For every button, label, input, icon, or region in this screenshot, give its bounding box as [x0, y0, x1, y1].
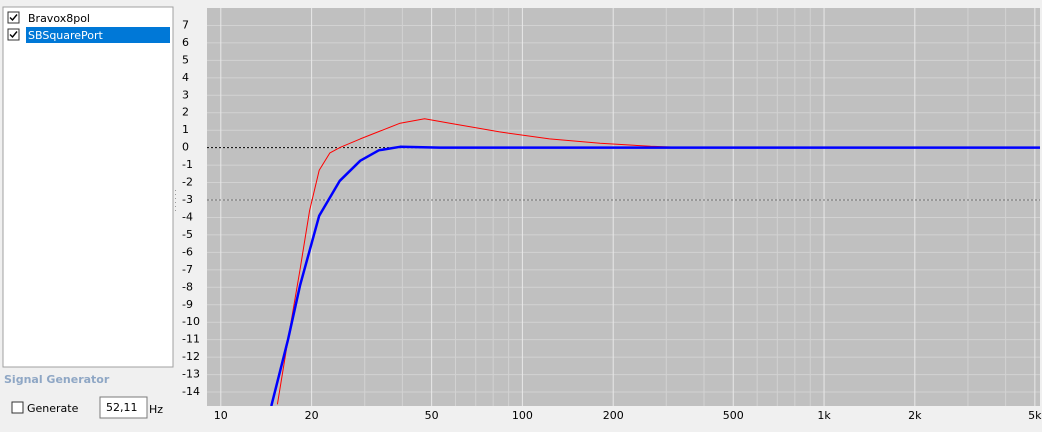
checkbox-label: Generate — [27, 402, 79, 415]
y-tick-label: 6 — [182, 36, 189, 49]
y-tick-label: -1 — [182, 158, 193, 171]
item-checkbox[interactable] — [7, 28, 20, 41]
y-tick-label: -13 — [182, 368, 200, 381]
x-tick-label: 5k — [1028, 409, 1042, 422]
y-tick-label: -10 — [182, 315, 200, 328]
y-tick-label: 4 — [182, 71, 189, 84]
x-tick-label: 50 — [425, 409, 439, 422]
x-tick-label: 10 — [214, 409, 228, 422]
x-tick-label: 2k — [908, 409, 922, 422]
item-label[interactable]: SBSquarePort — [28, 29, 104, 42]
x-tick-label: 500 — [723, 409, 744, 422]
y-tick-label: -8 — [182, 280, 193, 293]
y-tick-label: -9 — [182, 298, 193, 311]
y-tick-label: 1 — [182, 123, 189, 136]
frequency-input[interactable] — [99, 396, 148, 419]
x-tick-label: 100 — [512, 409, 533, 422]
item-label[interactable]: Bravox8pol — [28, 12, 90, 25]
y-tick-label: 5 — [182, 53, 189, 66]
x-tick-label: 200 — [603, 409, 624, 422]
splitter — [175, 190, 176, 211]
series-line — [276, 118, 689, 405]
y-tick-label: -5 — [182, 228, 193, 241]
y-tick-label: -12 — [182, 350, 200, 363]
item-checkbox[interactable] — [7, 11, 20, 24]
section-title: Signal Generator — [4, 373, 110, 386]
curve-list — [2, 6, 174, 368]
x-tick-label: 20 — [305, 409, 319, 422]
x-tick-label: 1k — [817, 409, 831, 422]
y-tick-label: 2 — [182, 106, 189, 119]
y-tick-label: 3 — [182, 88, 189, 101]
series-line — [270, 145, 1040, 406]
y-tick-label: 7 — [182, 18, 189, 31]
y-tick-label: -7 — [182, 263, 193, 276]
y-tick-label: -14 — [182, 385, 200, 398]
y-tick-label: -11 — [182, 333, 200, 346]
y-tick-label: -6 — [182, 245, 193, 258]
y-tick-label: 0 — [182, 141, 189, 154]
y-tick-label: -4 — [182, 210, 193, 223]
frequency-value: 52,11 — [106, 401, 138, 414]
y-tick-label: -3 — [182, 193, 193, 206]
checkmark — [9, 31, 18, 39]
checkmark — [9, 14, 18, 22]
generate-checkbox[interactable] — [11, 401, 24, 414]
unit: Hz — [149, 403, 163, 416]
selected-row — [26, 27, 170, 43]
y-tick-label: -2 — [182, 176, 193, 189]
